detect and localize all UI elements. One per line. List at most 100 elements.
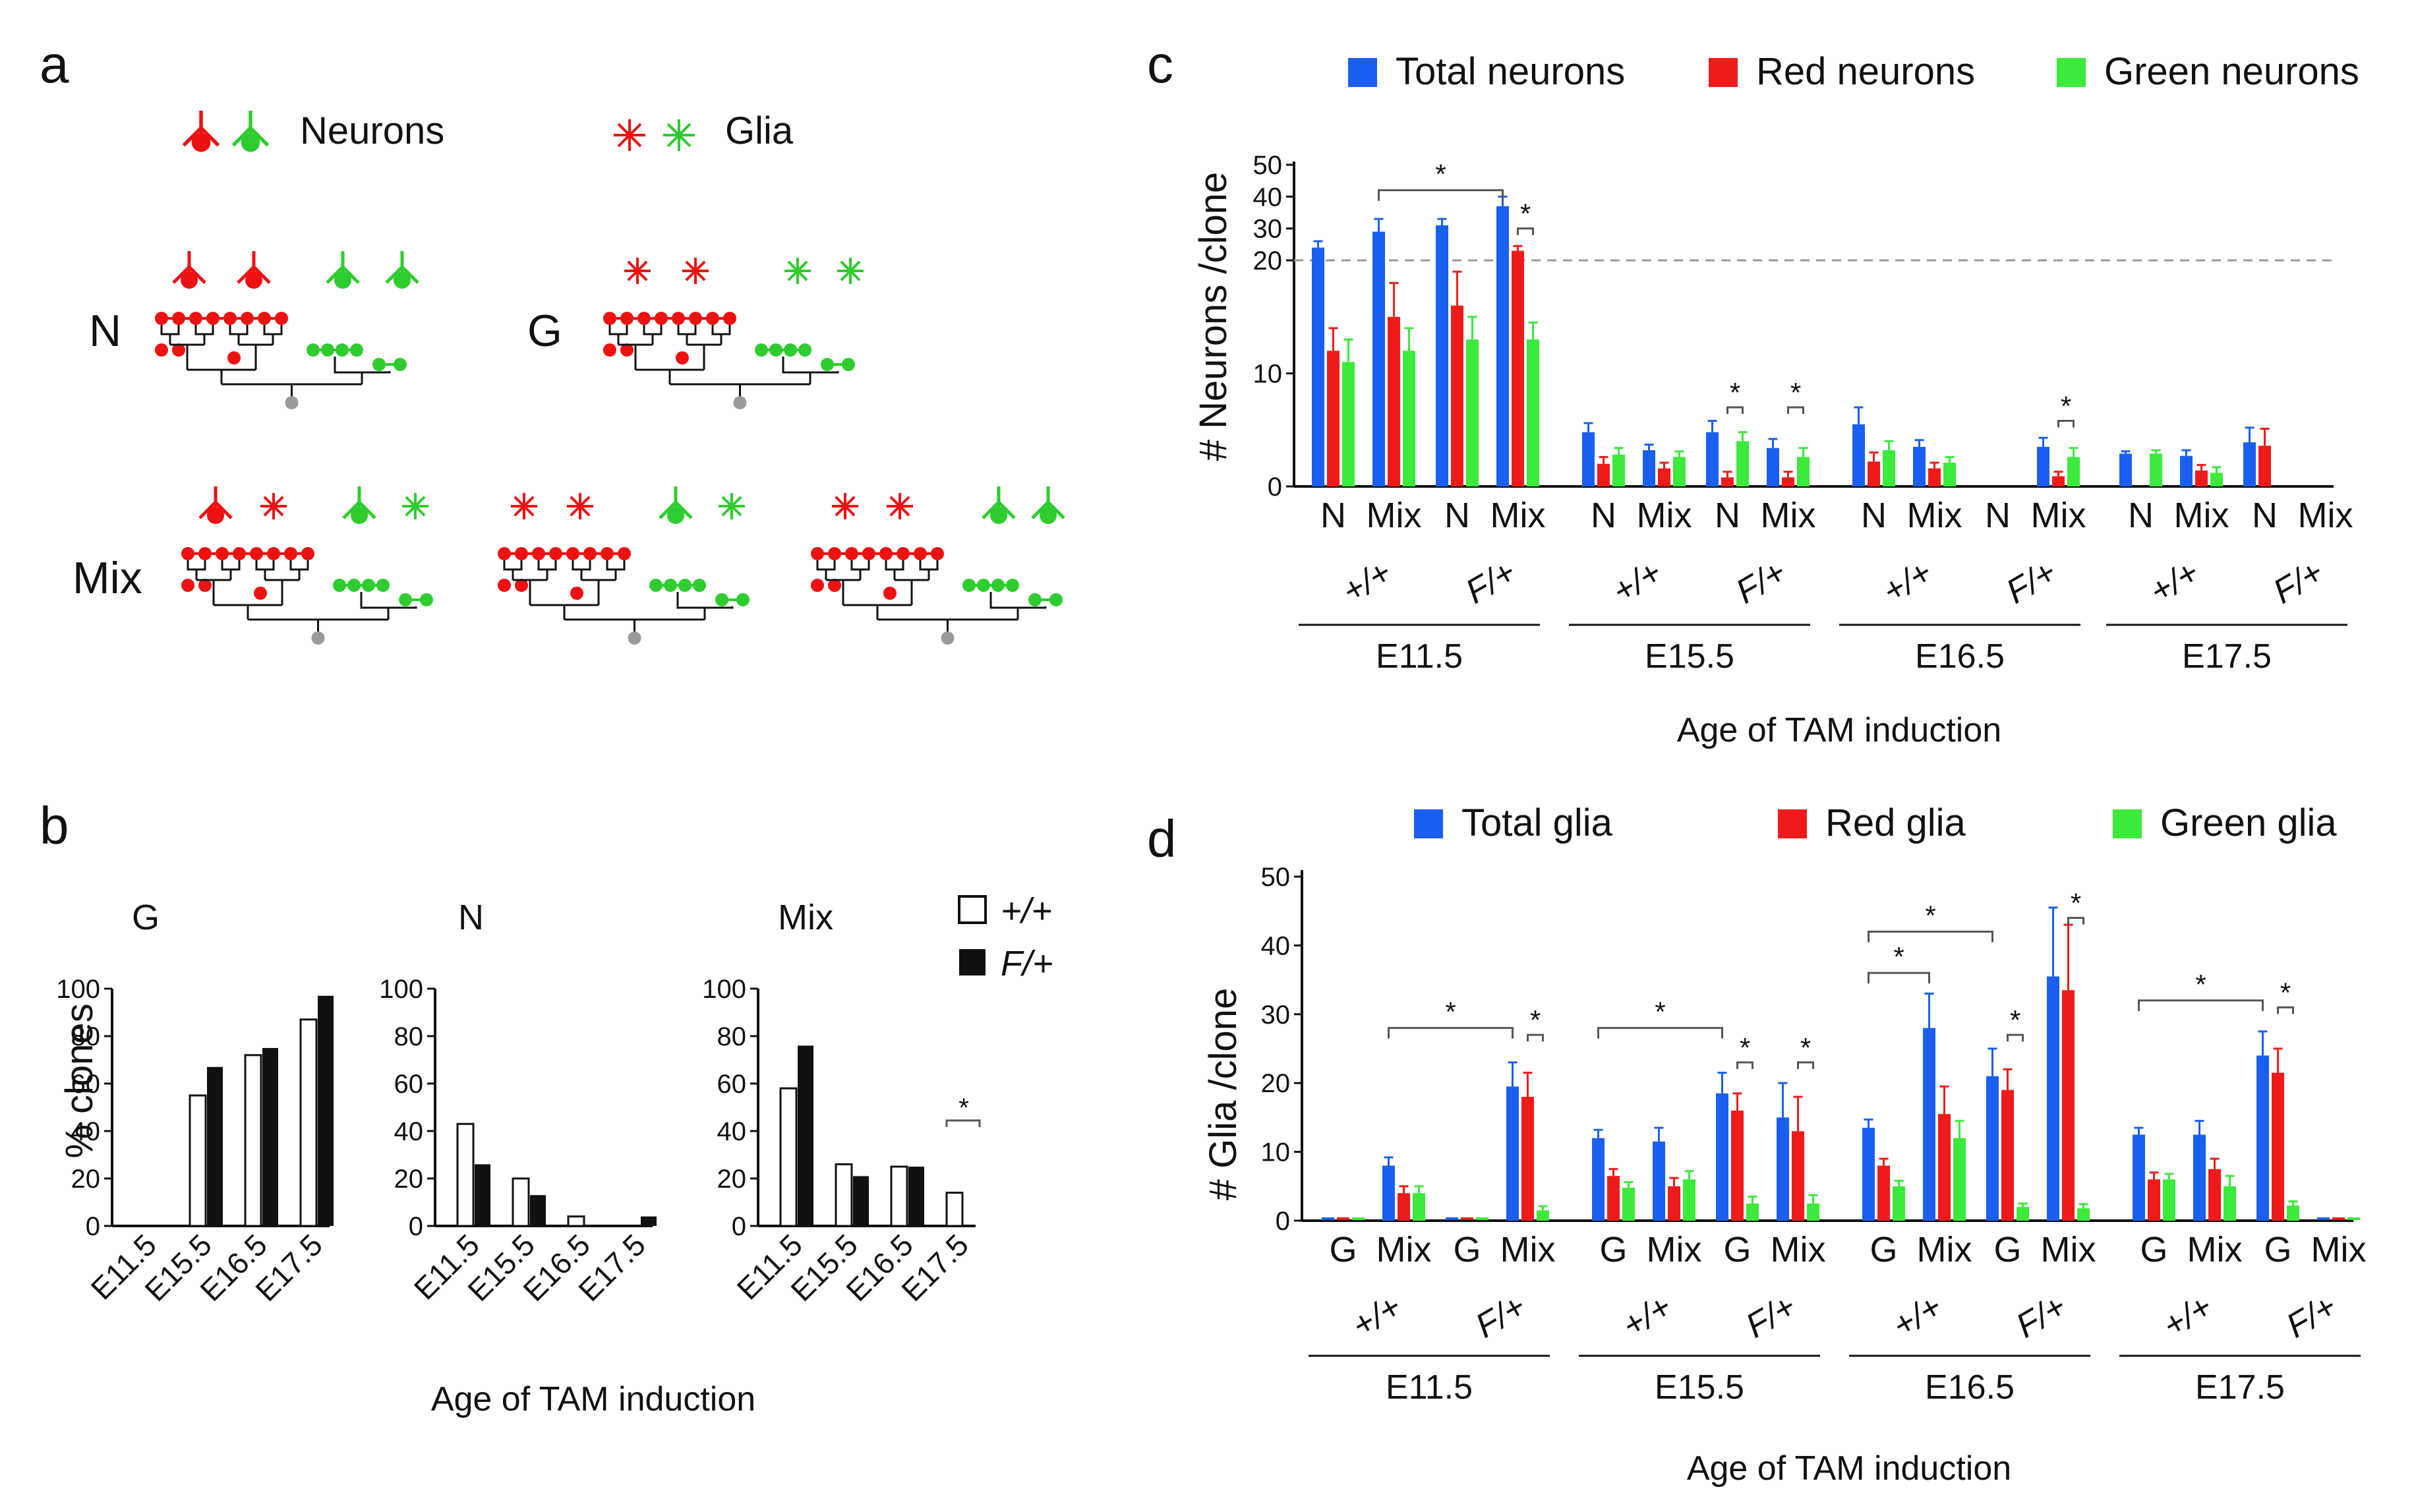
- chart-c: 0 10 20 30 40 50 N Mix +/+ N Mix F/+ E11.5 N Mix +/+ N Mi…: [1253, 151, 2353, 676]
- bar-+/+: [779, 1087, 798, 1227]
- significance-bracket: [2067, 917, 2084, 925]
- cluster-label: G: [1993, 1230, 2021, 1269]
- glia-ray: [263, 496, 284, 517]
- bar-total: [1372, 231, 1385, 486]
- bar-red: [2258, 446, 2271, 486]
- clone-type-n-label: N: [89, 306, 121, 356]
- red-cell: [620, 343, 633, 357]
- tree-link: [187, 560, 206, 580]
- root-cell: [311, 631, 325, 645]
- bar-red: [2272, 1072, 2284, 1221]
- bar-green: [2224, 1186, 2236, 1221]
- neuron-body: [241, 132, 260, 152]
- bar-F/+: [530, 1195, 546, 1226]
- neuron-branch: [358, 501, 376, 519]
- glia-ray: [514, 496, 535, 517]
- cluster-label: N: [2252, 496, 2278, 535]
- bar-total: [1436, 225, 1448, 486]
- bar-total: [1706, 432, 1719, 486]
- y-tick-label: 0: [409, 1212, 423, 1241]
- genotype-label: +/+: [1876, 553, 1938, 611]
- y-tick-label: 10: [1261, 1138, 1291, 1167]
- clone-type-g-label: G: [527, 306, 562, 356]
- tree-link: [850, 560, 870, 580]
- legend-d: Total glia Red glia Green glia: [1414, 801, 2337, 844]
- stage-label: E15.5: [1645, 637, 1734, 676]
- bar-green: [1746, 1203, 1759, 1221]
- bar-green: [1537, 1210, 1549, 1221]
- y-tick-label: 10: [1253, 360, 1283, 389]
- bar-total: [1312, 247, 1324, 486]
- y-tick-label: 0: [86, 1212, 100, 1241]
- lineage-diagrams: [155, 251, 1065, 645]
- subchart-title: G: [132, 898, 160, 937]
- glia-ray: [787, 260, 808, 281]
- y-tick-label: 60: [394, 1070, 424, 1099]
- bar-green: [1673, 457, 1686, 486]
- bar-green: [2287, 1206, 2299, 1221]
- bar-green: [1893, 1186, 1905, 1221]
- bar-green: [1797, 457, 1810, 486]
- legend-swatch: [1414, 809, 1443, 838]
- panel-d-xlabel: Age of TAM induction: [1687, 1449, 2011, 1488]
- cluster-label: N: [1444, 496, 1470, 535]
- neuron-branch: [198, 501, 217, 519]
- neurons-legend-label: Neurons: [300, 109, 444, 152]
- y-tick-label: 20: [1253, 247, 1283, 276]
- red-cell: [227, 351, 241, 364]
- y-tick-label: 100: [702, 975, 746, 1004]
- bar-red: [1792, 1131, 1804, 1221]
- chart-d: 0 10 20 30 40 50 G Mix +/+ G Mix F/+ E11.5 G Mix +/+ G Mi…: [1261, 863, 2367, 1407]
- cluster-label: Mix: [1647, 1230, 1702, 1269]
- significance-star: *: [1740, 1032, 1750, 1063]
- legend-label: Total glia: [1461, 801, 1613, 844]
- genotype-label: +/+: [1606, 553, 1668, 611]
- bar-red: [1398, 1193, 1410, 1221]
- bar-red: [1668, 1186, 1680, 1221]
- significance-bracket: [1597, 1027, 1723, 1039]
- bar-+/+: [244, 1054, 262, 1227]
- bar-red: [1782, 477, 1794, 486]
- glia-ray: [889, 496, 910, 517]
- bar-total: [1767, 448, 1779, 486]
- neuron-branch: [200, 127, 220, 147]
- cluster-label: Mix: [1490, 496, 1546, 535]
- tree-link: [606, 560, 626, 580]
- bar-red: [2195, 470, 2208, 486]
- significance-star: *: [1445, 997, 1456, 1028]
- genotype-label: +/+: [1345, 1287, 1407, 1345]
- bar-red: [1597, 463, 1610, 486]
- tree-link: [572, 560, 591, 580]
- bar-total: [1777, 1117, 1789, 1221]
- neuron-legend-icons: [182, 110, 270, 152]
- cluster-label: Mix: [2031, 496, 2086, 535]
- bar-F/+: [853, 1176, 869, 1226]
- stage-label: E17.5: [2182, 637, 2272, 676]
- cluster-label: N: [1591, 496, 1616, 535]
- glia-ray: [685, 260, 706, 281]
- significance-bracket: [1868, 931, 1993, 943]
- neuron-branch: [182, 127, 202, 147]
- y-tick-label: 0: [1276, 1207, 1290, 1236]
- bar-red: [2052, 476, 2065, 486]
- tree-link: [877, 592, 1047, 633]
- legend-wt-swatch: [958, 895, 987, 924]
- bar-total: [1653, 1141, 1665, 1221]
- root-cell: [628, 631, 641, 645]
- significance-bracket: [2057, 420, 2075, 428]
- bar-total: [2037, 446, 2049, 486]
- legend-label: Total neurons: [1396, 50, 1625, 93]
- bar-red: [1877, 1165, 1890, 1221]
- genotype-label: +/+: [1616, 1287, 1678, 1345]
- genotype-label: F/+: [1459, 553, 1522, 612]
- tree-link: [537, 560, 557, 580]
- y-tick-label: 40: [394, 1117, 424, 1146]
- significance-bracket: [1797, 1061, 1814, 1069]
- red-cell: [155, 343, 168, 357]
- significance-star: *: [2195, 969, 2206, 1000]
- neuron-branch: [252, 266, 271, 284]
- legend-label: Green glia: [2160, 801, 2337, 844]
- bar-green: [1612, 454, 1625, 486]
- bar-green: [1622, 1187, 1635, 1221]
- bar-red: [1731, 1110, 1744, 1221]
